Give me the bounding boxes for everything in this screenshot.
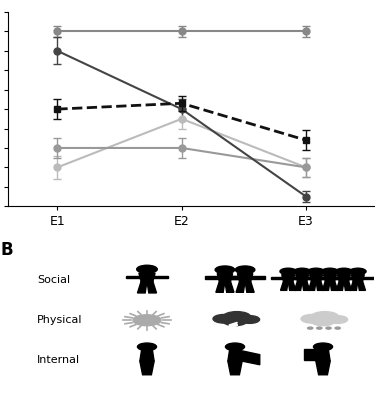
Polygon shape: [126, 276, 168, 278]
Polygon shape: [138, 282, 147, 293]
Polygon shape: [330, 281, 338, 290]
Circle shape: [133, 315, 161, 326]
Circle shape: [350, 268, 366, 275]
Polygon shape: [350, 281, 358, 290]
Circle shape: [311, 312, 339, 322]
Polygon shape: [228, 350, 260, 365]
Polygon shape: [358, 281, 366, 290]
Polygon shape: [288, 281, 296, 290]
Polygon shape: [316, 281, 324, 290]
Polygon shape: [217, 274, 233, 281]
Circle shape: [223, 316, 247, 326]
Polygon shape: [309, 275, 322, 281]
Circle shape: [223, 312, 251, 322]
Circle shape: [311, 316, 335, 326]
Circle shape: [308, 268, 324, 275]
Polygon shape: [308, 281, 316, 290]
Polygon shape: [344, 281, 351, 290]
Text: Internal: Internal: [37, 356, 80, 366]
Circle shape: [138, 343, 157, 350]
Text: Physical: Physical: [37, 315, 83, 325]
Circle shape: [137, 265, 157, 273]
Polygon shape: [236, 281, 245, 292]
Polygon shape: [280, 281, 288, 290]
Circle shape: [215, 266, 235, 274]
Circle shape: [317, 327, 322, 329]
Polygon shape: [302, 281, 310, 290]
Polygon shape: [316, 361, 330, 375]
Polygon shape: [285, 277, 319, 279]
Polygon shape: [225, 281, 234, 292]
Circle shape: [308, 327, 313, 329]
Circle shape: [322, 268, 338, 275]
Text: Social: Social: [37, 275, 70, 285]
Circle shape: [301, 314, 323, 323]
Polygon shape: [272, 277, 305, 279]
Circle shape: [225, 343, 244, 350]
Polygon shape: [341, 277, 375, 279]
Polygon shape: [324, 275, 337, 281]
Polygon shape: [140, 350, 154, 361]
Polygon shape: [139, 273, 155, 282]
Polygon shape: [140, 361, 154, 375]
Circle shape: [240, 316, 260, 323]
Circle shape: [326, 327, 331, 329]
Polygon shape: [147, 282, 157, 293]
Polygon shape: [282, 275, 295, 281]
Circle shape: [280, 268, 296, 275]
Polygon shape: [238, 274, 253, 281]
Polygon shape: [205, 276, 245, 278]
Polygon shape: [216, 281, 225, 292]
Circle shape: [314, 343, 333, 350]
Polygon shape: [322, 281, 330, 290]
Polygon shape: [245, 281, 254, 292]
Circle shape: [335, 327, 340, 329]
Polygon shape: [327, 277, 361, 279]
Polygon shape: [228, 361, 242, 375]
Polygon shape: [295, 281, 302, 290]
Circle shape: [213, 314, 235, 323]
Polygon shape: [351, 275, 364, 281]
Polygon shape: [296, 275, 309, 281]
Circle shape: [336, 268, 352, 275]
Polygon shape: [316, 350, 330, 361]
Polygon shape: [336, 281, 344, 290]
Polygon shape: [304, 349, 316, 360]
Polygon shape: [313, 277, 347, 279]
Circle shape: [294, 268, 310, 275]
Polygon shape: [337, 275, 350, 281]
Circle shape: [328, 316, 348, 323]
Circle shape: [235, 266, 255, 274]
Polygon shape: [299, 277, 333, 279]
Polygon shape: [225, 276, 265, 278]
Text: B: B: [0, 241, 13, 259]
